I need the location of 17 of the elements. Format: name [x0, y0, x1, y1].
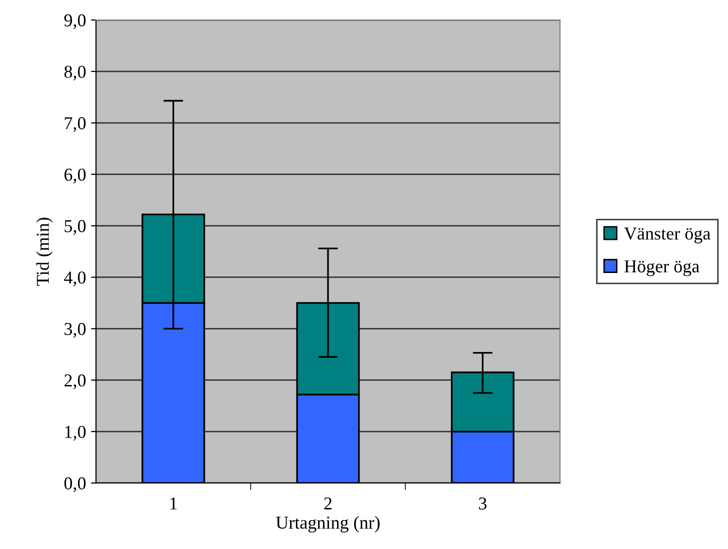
x-axis-title: Urtagning (nr) [276, 516, 380, 532]
x-tick-label: 1 [170, 498, 177, 510]
y-tick-label: 0,0 [64, 477, 86, 492]
y-tick-label: 6,0 [64, 168, 86, 184]
y-tick-label: 8,0 [64, 66, 86, 80]
x-tick-label: 3 [479, 497, 486, 510]
legend-label: Vänster öga [624, 228, 710, 244]
y-tick-label: 7,0 [64, 117, 86, 132]
y-tick-label: 2,0 [64, 374, 86, 390]
y-tick-label: 5,0 [64, 220, 86, 235]
y-tick-label: 1,0 [65, 426, 86, 441]
legend-label: Höger öga [624, 260, 700, 276]
y-axis-title: Tid (min) [36, 218, 53, 286]
y-tick-label: 9,0 [64, 14, 86, 30]
y-tick-label: 3,0 [64, 322, 86, 338]
x-tick-label: 2 [324, 497, 332, 510]
y-tick-label: 4,0 [64, 271, 86, 286]
